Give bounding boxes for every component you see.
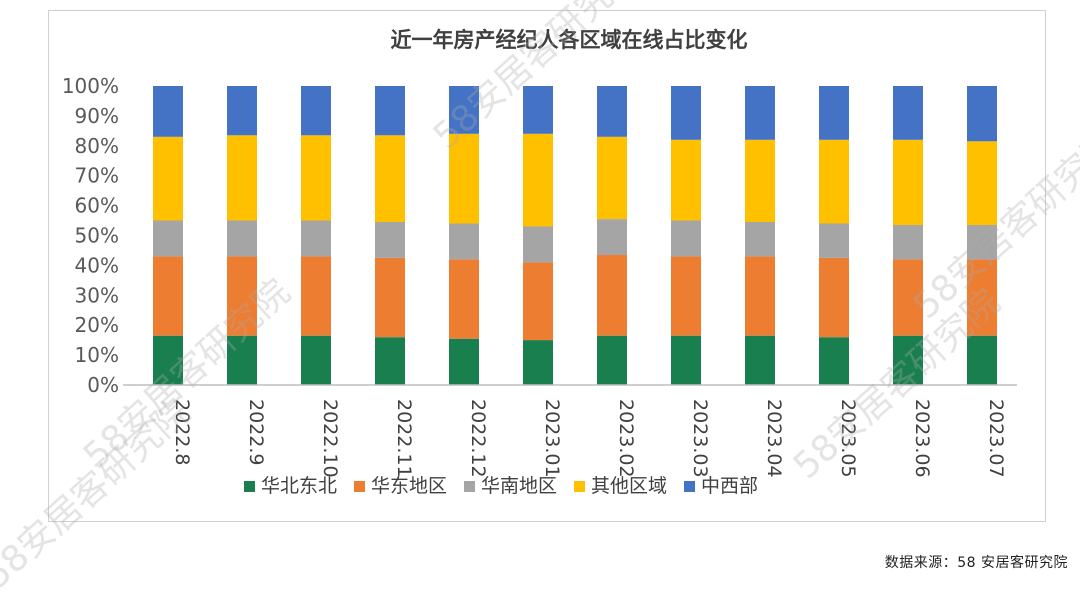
y-tick-label: 80% [75,134,119,158]
y-tick-label: 60% [75,194,119,218]
bar-segment [597,219,627,255]
bar-segment [449,338,479,385]
bar-segment [967,335,997,385]
x-tick-label: 2023.06 [911,399,933,478]
chart-container: 近一年房产经纪人各区域在线占比变化 0% 10% 20% 30% 40% 50% 60% 70… [48,10,1046,522]
bar-segment [301,256,331,336]
bar-segment [153,256,183,336]
bar-segment [375,337,405,385]
bar-segment [523,226,553,263]
bar-segment [153,335,183,385]
bar-segment [449,259,479,339]
bar-segment [227,220,257,257]
bar-segment [819,139,849,224]
chart-title: 近一年房产经纪人各区域在线占比变化 [391,28,748,52]
legend-swatch [574,481,585,492]
bar-segment [301,135,331,221]
legend-swatch [354,481,365,492]
bar-segment [819,337,849,385]
bar-segment [671,86,701,140]
x-tick-label: 2023.07 [985,399,1007,478]
bar-segment [967,259,997,336]
legend-label: 华南地区 [481,475,557,497]
bar-segment [301,220,331,257]
legend-label: 其他区域 [591,475,667,497]
x-tick-label: 2023.03 [689,399,711,478]
x-tick-label: 2023.01 [541,399,563,478]
bar-segment [301,86,331,136]
bar-segment [227,135,257,221]
bar-segment [153,220,183,257]
bar-segment [967,225,997,260]
bar-segment [671,220,701,257]
bar-segment [819,223,849,258]
legend-swatch [684,481,695,492]
bar-segment [671,335,701,385]
legend-label: 中西部 [701,475,758,497]
bar-segment [227,86,257,136]
source-note: 数据来源：58 安居客研究院 [884,555,1068,571]
y-tick-label: 0% [87,373,119,397]
bar-segment [745,139,775,222]
bar-segment [967,141,997,225]
bar-segment [671,139,701,221]
x-tick-label: 2022.11 [393,399,415,478]
bar-segment [745,222,775,257]
bar-segment [523,340,553,385]
bar-segment [819,257,849,338]
bar-segment [893,139,923,225]
stacked-bar-chart: 近一年房产经纪人各区域在线占比变化 0% 10% 20% 30% 40% 50% 60% 70… [62,28,1017,497]
bar-segment [227,335,257,385]
bar-segment [745,256,775,336]
bar-segment [375,135,405,222]
bar-segment [597,136,627,219]
x-tick-label: 2023.02 [615,399,637,478]
x-tick-label: 2022.12 [467,399,489,478]
x-tick-label: 2022.9 [245,399,267,465]
y-tick-label: 100% [62,74,119,98]
bar-segment [893,259,923,336]
bar-segment [671,256,701,336]
bar-segment [449,223,479,260]
bar-segment [449,86,479,134]
bar-segment [301,335,331,385]
bar-segment [819,86,849,140]
bar-segment [153,86,183,137]
bar-segment [597,254,627,336]
bar-segment [597,335,627,385]
bar-segment [893,335,923,385]
y-tick-label: 90% [75,104,119,128]
bar-segment [227,256,257,336]
bar-segment [893,86,923,140]
bar-segment [375,222,405,258]
y-tick-label: 70% [75,164,119,188]
x-tick-label: 2023.04 [763,399,785,478]
bar-segment [523,262,553,341]
y-tick-label: 30% [75,283,119,307]
legend-swatch [464,481,475,492]
bar-segment [893,225,923,260]
y-tick-label: 50% [75,224,119,248]
bar-segment [375,257,405,338]
bar-segment [523,133,553,227]
x-tick-label: 2022.10 [319,399,341,478]
y-tick-label: 20% [75,313,119,337]
bar-segment [449,133,479,224]
bar-segment [967,86,997,142]
bar-segment [523,86,553,134]
x-tick-label: 2022.8 [171,399,193,465]
legend-swatch [244,481,255,492]
x-tick-label: 2023.05 [837,399,859,478]
bar-segment [745,335,775,385]
legend-label: 华东地区 [371,475,447,497]
bar-segment [375,86,405,136]
bar-segment [153,136,183,221]
y-tick-label: 40% [75,253,119,277]
y-tick-label: 10% [75,343,119,367]
bar-segment [597,86,627,137]
bar-segment [745,86,775,140]
legend-label: 华北东北 [261,475,337,497]
